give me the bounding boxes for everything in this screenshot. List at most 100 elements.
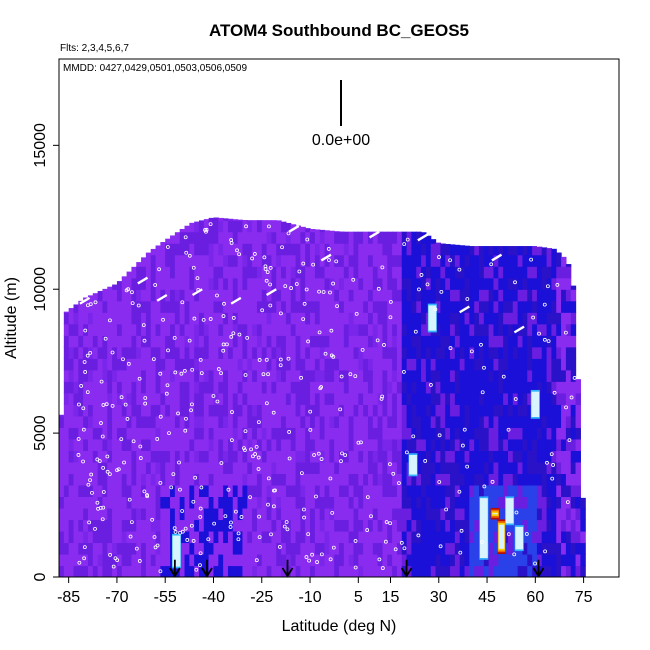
sample-marker (405, 237, 410, 242)
curtain-cell (353, 519, 359, 532)
curtain-cell (459, 473, 466, 486)
curtain-cell (295, 381, 301, 394)
curtain-cell (488, 553, 495, 567)
curtain-cell (203, 473, 210, 486)
curtain-cell (348, 358, 355, 371)
curtain-cell (174, 266, 181, 279)
curtain-cell (232, 565, 239, 577)
curtain-cell (290, 542, 297, 555)
curtain-cell (194, 289, 200, 302)
sample-marker (187, 253, 192, 258)
sample-marker (257, 514, 261, 519)
curtain-cell (252, 392, 258, 405)
curtain-cell (440, 450, 446, 463)
curtain-cell (541, 530, 548, 544)
curtain-cell (464, 312, 470, 325)
curtain-cell (387, 312, 393, 325)
curtain-cell (392, 289, 398, 302)
curtain-cell (107, 427, 113, 440)
curtain-cell (295, 300, 301, 313)
sample-marker (155, 437, 160, 441)
curtain-cell (83, 381, 89, 394)
curtain-cell (213, 277, 219, 290)
curtain-cell (179, 231, 186, 244)
curtain-cell (155, 530, 161, 544)
sample-marker (388, 315, 393, 320)
curtain-cell (517, 312, 524, 325)
curtain-cell (271, 254, 277, 267)
curtain-cell (232, 519, 239, 532)
sample-marker (425, 282, 430, 287)
curtain-cell (334, 312, 340, 325)
curtain-cell (561, 277, 567, 290)
curtain-cell (334, 507, 340, 521)
curtain-cell (343, 289, 350, 302)
curtain-cell (189, 461, 195, 474)
curtain-cell (266, 346, 273, 359)
sample-marker (129, 520, 134, 525)
curtain-cell (565, 266, 572, 279)
curtain-cell (276, 450, 282, 463)
curtain-cell (116, 415, 123, 428)
curtain-cell (512, 358, 519, 371)
curtain-cell (565, 473, 572, 486)
curtain-cell (97, 300, 104, 313)
curtain-cell (252, 220, 258, 233)
curtain-cell (179, 228, 186, 233)
curtain-cell (498, 415, 504, 428)
curtain-cell (203, 496, 210, 509)
curtain-cell (382, 369, 388, 382)
curtain-cell (203, 415, 210, 428)
curtain-cell (522, 266, 528, 279)
curtain-cell (556, 507, 562, 521)
curtain-cell (483, 381, 490, 394)
sample-marker (183, 526, 188, 531)
curtain-cell (150, 312, 157, 325)
curtain-cell (112, 404, 118, 417)
curtain-cell (339, 254, 345, 267)
sample-marker (86, 482, 91, 487)
curtain-cell (179, 519, 186, 532)
sample-marker (299, 471, 304, 476)
sample-marker (316, 451, 321, 456)
curtain-cell (208, 438, 215, 451)
curtain-cell (401, 277, 408, 290)
curtain-cell (68, 415, 75, 428)
sample-marker (122, 460, 126, 465)
curtain-cell (348, 312, 355, 325)
curtain-cell (174, 427, 181, 440)
curtain-cell (223, 542, 229, 555)
curtain-cell (522, 289, 528, 302)
curtain-cell (440, 565, 446, 577)
curtain-cell (377, 461, 384, 474)
curtain-cell (324, 231, 330, 244)
curtain-cell (73, 415, 79, 428)
curtain-cell (483, 289, 490, 302)
curtain-cell (160, 542, 166, 555)
curtain-cell (353, 392, 359, 405)
curtain-cell (406, 243, 413, 256)
curtain-cell (334, 254, 340, 267)
curtain-cell (121, 346, 128, 359)
curtain-cell (242, 346, 248, 359)
curtain-cell (401, 346, 408, 359)
sample-marker (190, 367, 195, 372)
curtain-cell (464, 507, 470, 521)
curtain-cell (208, 346, 215, 359)
curtain-cell (459, 553, 466, 567)
curtain-cell (392, 553, 398, 567)
curtain-cell (295, 530, 301, 544)
curtain-cell (536, 289, 543, 302)
curtain-cell (575, 565, 581, 577)
curtain-cell (396, 507, 403, 521)
curtain-cell (232, 530, 239, 544)
curtain-cell (300, 312, 306, 325)
curtain-cell (363, 415, 369, 428)
curtain-cell (170, 507, 176, 521)
curtain-cell (59, 484, 65, 498)
curtain-cell (363, 427, 369, 440)
profile-arrow-head (281, 567, 294, 578)
curtain-cell (295, 243, 301, 256)
curtain-cell (469, 335, 475, 348)
curtain-cell (218, 542, 224, 555)
